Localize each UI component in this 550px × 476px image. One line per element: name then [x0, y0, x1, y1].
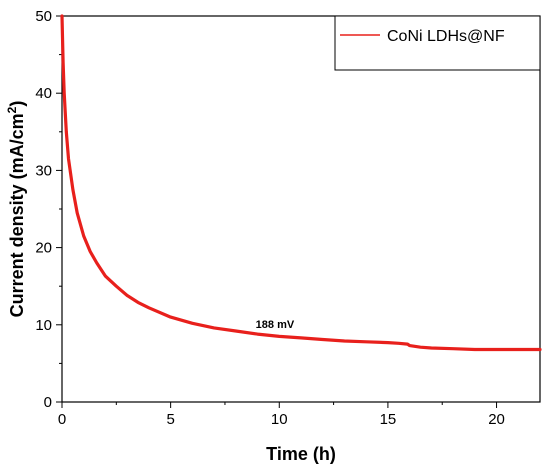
y-axis-title: Current density (mA/cm2)	[5, 101, 27, 318]
x-tick-label: 5	[166, 411, 174, 428]
y-axis-ticks: 0 10 20 30 40 50	[35, 8, 62, 411]
x-tick-label: 0	[58, 411, 66, 428]
legend: CoNi LDHs@NF	[334, 15, 541, 71]
series-line	[60, 14, 542, 352]
y-axis-title-superscript: 2	[5, 106, 19, 113]
y-tick-label: 0	[44, 394, 52, 411]
y-tick-label: 50	[35, 8, 52, 25]
series-layer	[60, 14, 542, 352]
y-axis-title-close: )	[7, 101, 27, 107]
x-axis-ticks: 0 5 10 15 20	[58, 402, 505, 428]
x-tick-label: 15	[380, 411, 397, 428]
annotation-label: 188 mV	[256, 319, 295, 331]
y-tick-label: 40	[35, 85, 52, 102]
y-tick-label: 30	[35, 162, 52, 179]
y-tick-label: 10	[35, 317, 52, 334]
plot-frame	[61, 15, 541, 403]
x-axis-title: Time (h)	[266, 444, 336, 464]
y-tick-label: 20	[35, 240, 52, 257]
legend-label: CoNi LDHs@NF	[387, 28, 505, 45]
x-tick-label: 10	[271, 411, 288, 428]
x-tick-label: 20	[488, 411, 505, 428]
legend-box	[334, 15, 541, 71]
y-axis-title-main: Current density (mA/cm	[7, 113, 27, 317]
